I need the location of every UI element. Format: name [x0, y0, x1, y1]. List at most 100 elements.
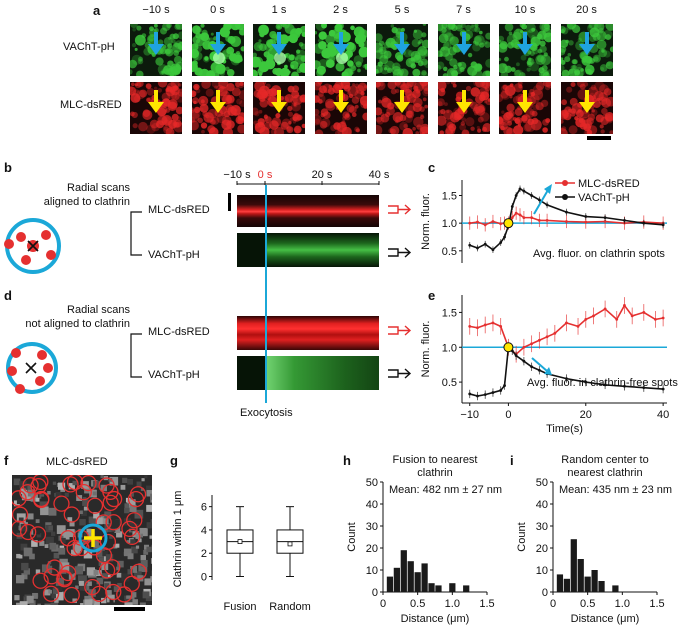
- kymo-d-arrows: [388, 325, 412, 379]
- data-point: [653, 317, 657, 321]
- vacht-frame: [253, 24, 305, 76]
- data-point: [483, 223, 487, 227]
- data-point: [476, 246, 479, 250]
- pixel: [20, 487, 28, 495]
- y-axis-label: Count: [516, 522, 528, 551]
- event-marker: [503, 218, 514, 229]
- kymo-d-label-mlc: MLC-dsRED: [148, 326, 210, 338]
- pixel: [113, 544, 118, 549]
- mlc-frame: [191, 82, 244, 134]
- data-point: [603, 220, 607, 223]
- y-tick-label: 30: [536, 521, 548, 533]
- fusion-circle: [78, 523, 108, 553]
- data-point: [491, 321, 495, 325]
- pixel: [45, 536, 54, 546]
- mlc-frame: [560, 82, 613, 134]
- data-point: [499, 241, 503, 244]
- hist-bar: [414, 572, 421, 592]
- pixel: [84, 599, 93, 605]
- pixel: [87, 532, 93, 538]
- pixel: [140, 555, 146, 561]
- hist-bar: [421, 563, 428, 592]
- clathrin-circle: [33, 490, 50, 508]
- data-point: [545, 218, 549, 222]
- exocytosis-label: Exocytosis: [240, 407, 293, 419]
- hist-title: nearest clathrin: [567, 467, 642, 479]
- pixel: [13, 500, 20, 507]
- clathrin-circle: [84, 579, 101, 596]
- pixel: [79, 510, 83, 515]
- pixel: [72, 480, 77, 486]
- data-point: [661, 223, 665, 227]
- data-point: [530, 365, 534, 369]
- pixel: [134, 571, 142, 579]
- arrow-icon: [455, 44, 472, 55]
- pixel: [44, 544, 49, 548]
- mlc-frame: [314, 82, 367, 134]
- pixel: [115, 543, 120, 548]
- pixel: [54, 598, 59, 603]
- pixel: [114, 527, 121, 534]
- mean-marker: [237, 539, 243, 544]
- pixel: [130, 521, 134, 525]
- clathrin-aligned-diagram: [4, 218, 61, 274]
- data-point: [510, 205, 514, 208]
- pixel: [83, 506, 88, 511]
- data-point: [603, 307, 607, 311]
- clathrin-circle: [123, 528, 141, 546]
- data-point: [623, 218, 626, 222]
- data-point: [584, 317, 588, 321]
- pixel: [132, 599, 138, 605]
- panel-a-label: a: [93, 3, 101, 18]
- pixel: [72, 598, 77, 604]
- category-label: Random: [269, 601, 311, 613]
- pixel: [50, 602, 59, 605]
- data-point: [468, 392, 472, 396]
- clathrin-circle: [20, 523, 37, 541]
- hist-bar: [449, 583, 456, 592]
- y-tick-label: 1.0: [442, 342, 457, 354]
- hist-bar: [556, 574, 564, 592]
- data-point: [642, 386, 646, 390]
- data-point: [483, 323, 487, 327]
- y-axis-label: Count: [346, 522, 358, 551]
- pixel: [137, 538, 142, 543]
- y-tick-label: 50: [366, 477, 378, 489]
- y-tick-label: 40: [536, 499, 548, 511]
- hist-title: Random center to: [561, 454, 648, 466]
- panel-e-label: e: [428, 288, 436, 303]
- pixel: [117, 582, 122, 588]
- pixel: [96, 548, 105, 558]
- legend-marker: [562, 194, 568, 200]
- data-point: [592, 314, 595, 318]
- hist-bar: [577, 559, 584, 592]
- pixel: [78, 575, 87, 585]
- pixel: [135, 545, 140, 549]
- data-point: [530, 216, 534, 220]
- hist-bar: [407, 561, 414, 592]
- pixel: [56, 525, 66, 535]
- data-point: [468, 324, 472, 328]
- timepoint-label: 1 s: [271, 4, 287, 16]
- arrow-icon: [531, 357, 548, 372]
- pixel: [146, 546, 152, 553]
- timepoint-label: 2 s: [333, 4, 348, 16]
- data-point: [503, 235, 506, 239]
- pixel: [67, 517, 73, 522]
- data-point: [483, 242, 487, 246]
- pixel: [27, 513, 34, 520]
- pixel: [33, 527, 41, 535]
- kymo-tick-label: 20 s: [312, 169, 333, 181]
- timepoint-label: −10 s: [142, 4, 170, 16]
- pixel: [61, 531, 70, 540]
- pixel: [16, 499, 22, 505]
- data-point: [661, 387, 665, 391]
- panel-d-desc-2: not aligned to clathrin: [25, 318, 130, 330]
- pixel: [150, 576, 152, 583]
- pixel: [144, 475, 148, 479]
- pixel: [53, 552, 60, 559]
- arrow-icon: [517, 102, 533, 113]
- y-tick-label: 0.5: [442, 246, 457, 258]
- pixel: [39, 494, 45, 499]
- pixel: [68, 483, 75, 490]
